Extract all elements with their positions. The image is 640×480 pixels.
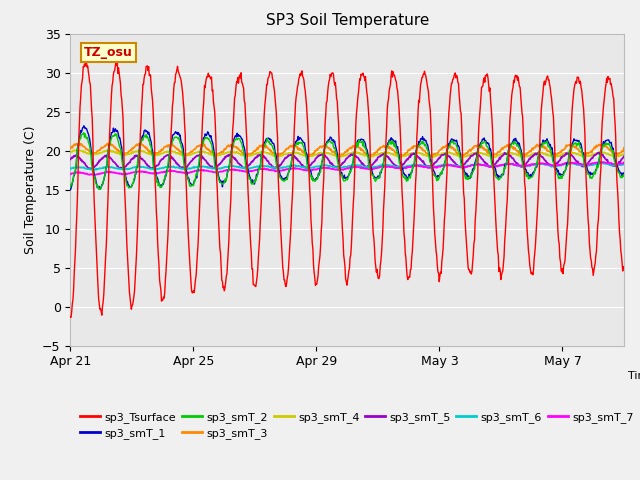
Y-axis label: Soil Temperature (C): Soil Temperature (C) xyxy=(24,125,36,254)
Text: Time: Time xyxy=(628,371,640,381)
Title: SP3 Soil Temperature: SP3 Soil Temperature xyxy=(266,13,429,28)
Legend: sp3_Tsurface, sp3_smT_1, sp3_smT_2, sp3_smT_3, sp3_smT_4, sp3_smT_5, sp3_smT_6, : sp3_Tsurface, sp3_smT_1, sp3_smT_2, sp3_… xyxy=(76,408,638,444)
Text: TZ_osu: TZ_osu xyxy=(84,46,133,59)
